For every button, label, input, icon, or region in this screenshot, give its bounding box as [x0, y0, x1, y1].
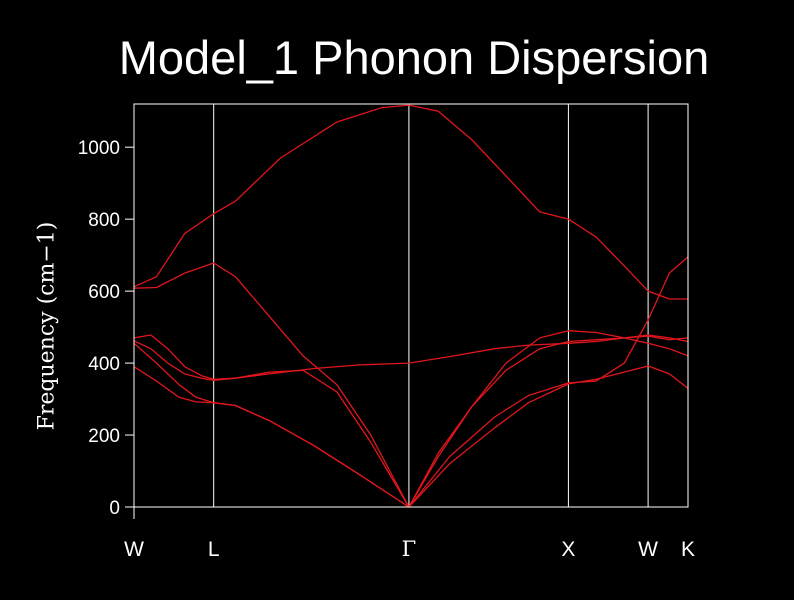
y-tick-label-1000: 1000: [78, 138, 120, 159]
kpoint-label-4: W: [638, 538, 658, 561]
branch-line-4: [133, 335, 689, 508]
branch-line-1: [133, 104, 688, 300]
y-tick-label-400: 400: [88, 354, 120, 375]
series-lines: [133, 104, 689, 508]
branch-line-3: [133, 334, 689, 380]
chart-title: Model_1 Phonon Dispersion: [118, 31, 710, 84]
plot-frame: [133, 103, 689, 519]
branch-line-2: [133, 262, 689, 508]
y-tick-label-600: 600: [88, 282, 120, 303]
y-tick-label-800: 800: [88, 210, 120, 231]
kpoint-label-1: L: [208, 538, 220, 561]
branch-line-6: [133, 256, 689, 508]
kpoint-label-3: X: [561, 538, 575, 561]
plot-border: [133, 103, 689, 508]
kpoint-label-5: K: [681, 538, 695, 561]
kpoint-label-2: Γ: [402, 537, 417, 561]
y-tick-label-0: 0: [109, 498, 120, 519]
y-tick-label-200: 200: [88, 426, 120, 447]
y-axis-ticks: 0 200 400 600 800 1000: [78, 138, 134, 519]
kpoint-divider-lines: [213, 104, 649, 507]
kpoint-label-0: W: [124, 538, 144, 561]
branch-line-5: [133, 330, 689, 508]
